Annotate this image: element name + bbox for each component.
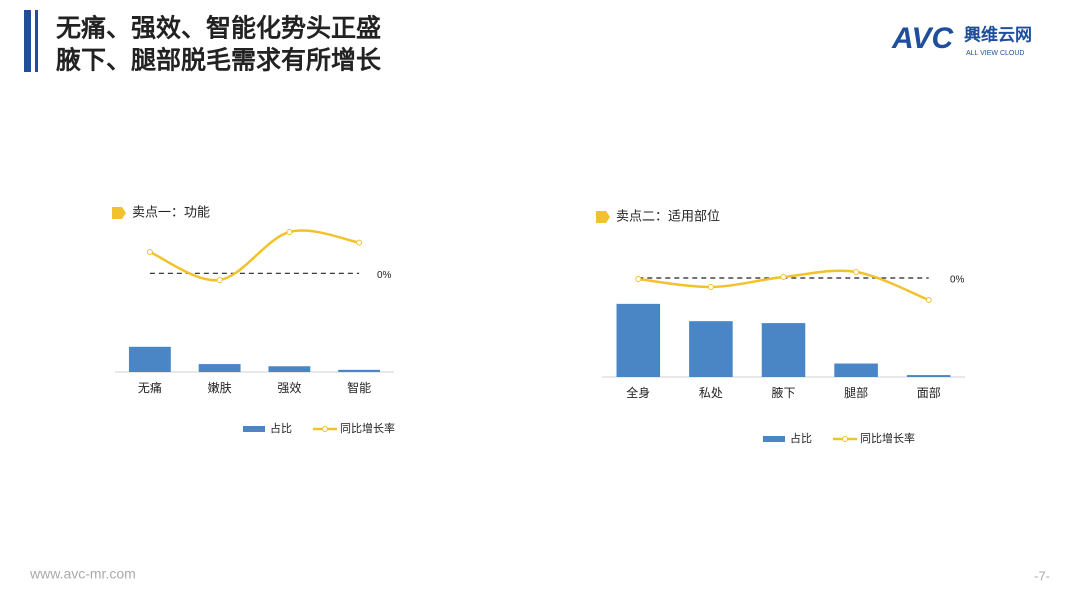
line-marker — [780, 274, 787, 280]
title-accent — [24, 10, 31, 72]
line-marker — [216, 277, 223, 283]
legend-label: 占比 — [270, 421, 292, 435]
legend-swatch — [243, 426, 265, 432]
title-accent — [35, 10, 38, 72]
legend-swatch — [842, 436, 848, 442]
subtitle-icon — [112, 207, 126, 219]
footer-url: www.avc-mr.com — [29, 566, 136, 582]
bar — [834, 363, 878, 377]
bar — [616, 303, 661, 377]
y2-tick-label: 0% — [377, 270, 392, 281]
bar — [128, 346, 171, 372]
x-tick-label: 无痛 — [138, 380, 162, 395]
legend-label: 同比增长率 — [860, 431, 915, 445]
bar — [689, 321, 733, 377]
logo-mark: AVC — [891, 22, 954, 55]
subtitle-icon — [596, 211, 610, 223]
line-marker — [286, 229, 293, 235]
x-tick-label: 面部 — [917, 385, 941, 400]
bar — [268, 366, 311, 372]
x-tick-label: 智能 — [347, 380, 371, 395]
title-line: 无痛、强效、智能化势头正盛 — [56, 14, 381, 43]
line-marker — [853, 269, 860, 275]
legend-swatch — [763, 436, 785, 442]
logo-tagline: ALL VIEW CLOUD — [966, 50, 1024, 57]
page-number: -7- — [1034, 568, 1050, 583]
title-line: 腋下、腿部脱毛需求有所增长 — [56, 46, 382, 75]
line-marker — [635, 276, 642, 282]
bar — [198, 364, 241, 372]
legend-label: 同比增长率 — [340, 421, 395, 435]
x-tick-label: 强效 — [277, 380, 301, 395]
growth-line — [149, 229, 360, 282]
line-marker — [146, 249, 153, 255]
line-marker — [925, 297, 932, 303]
chart-subtitle: 卖点二：适用部位 — [616, 208, 720, 223]
legend-label: 占比 — [790, 431, 812, 445]
x-tick-label: 腿部 — [844, 385, 868, 400]
x-tick-label: 嫩肤 — [208, 380, 232, 395]
line-marker — [707, 284, 714, 290]
bar — [338, 369, 381, 372]
legend-swatch — [322, 426, 328, 432]
bar — [906, 375, 951, 377]
logo-name: 興维云网 — [964, 24, 1032, 44]
x-tick-label: 全身 — [626, 385, 650, 400]
x-tick-label: 腋下 — [771, 385, 795, 400]
line-marker — [356, 239, 363, 246]
y2-tick-label: 0% — [950, 275, 965, 286]
bar — [761, 323, 806, 377]
x-tick-label: 私处 — [699, 386, 723, 400]
chart-subtitle: 卖点一：功能 — [132, 204, 210, 219]
